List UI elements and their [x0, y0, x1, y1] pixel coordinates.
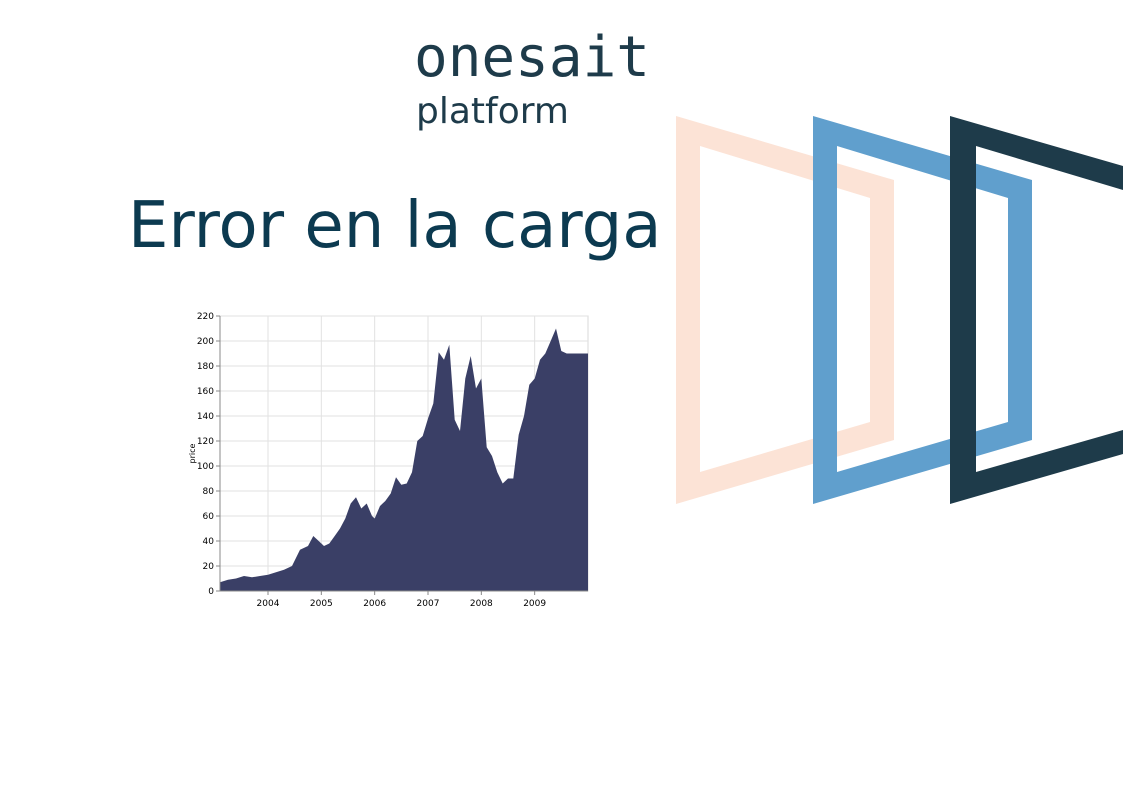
onesait-platform-logo: onesait platform — [414, 28, 654, 138]
y-tick-label: 200 — [197, 337, 214, 347]
y-tick-label: 40 — [203, 537, 215, 547]
price-chart: 0 20 40 60 80 100 120 140 160 180 200 220 2004 2005 20… — [184, 304, 594, 616]
x-tick-label: 2009 — [523, 599, 546, 609]
y-tick-label: 140 — [197, 412, 214, 422]
x-tick-label: 2007 — [417, 599, 440, 609]
area-series — [220, 328, 588, 591]
logo-wordmark: onesait — [414, 25, 651, 90]
y-tick-label: 220 — [197, 312, 214, 322]
frame-blue — [813, 116, 1032, 504]
y-tick-label: 0 — [208, 587, 214, 597]
decorative-frames — [660, 100, 1123, 520]
page-title: Error en la carga — [128, 189, 662, 263]
logo-subtitle: platform — [416, 91, 569, 132]
x-tick-label: 2008 — [470, 599, 493, 609]
frame-navy — [950, 116, 1123, 504]
frame-peach — [676, 116, 894, 504]
x-tick-label: 2006 — [363, 599, 386, 609]
y-axis-label: price — [188, 443, 197, 463]
y-tick-label: 100 — [197, 462, 214, 472]
y-tick-label: 80 — [203, 487, 215, 497]
chart-svg: 0 20 40 60 80 100 120 140 160 180 200 220 2004 2005 20… — [188, 312, 589, 609]
y-tick-label: 180 — [197, 362, 214, 372]
x-tick-label: 2005 — [310, 599, 333, 609]
y-tick-label: 160 — [197, 387, 214, 397]
x-tick-label: 2004 — [257, 599, 280, 609]
y-tick-label: 120 — [197, 437, 214, 447]
y-tick-label: 20 — [203, 562, 215, 572]
frames-graphic — [676, 116, 1123, 504]
y-tick-label: 60 — [203, 512, 215, 522]
